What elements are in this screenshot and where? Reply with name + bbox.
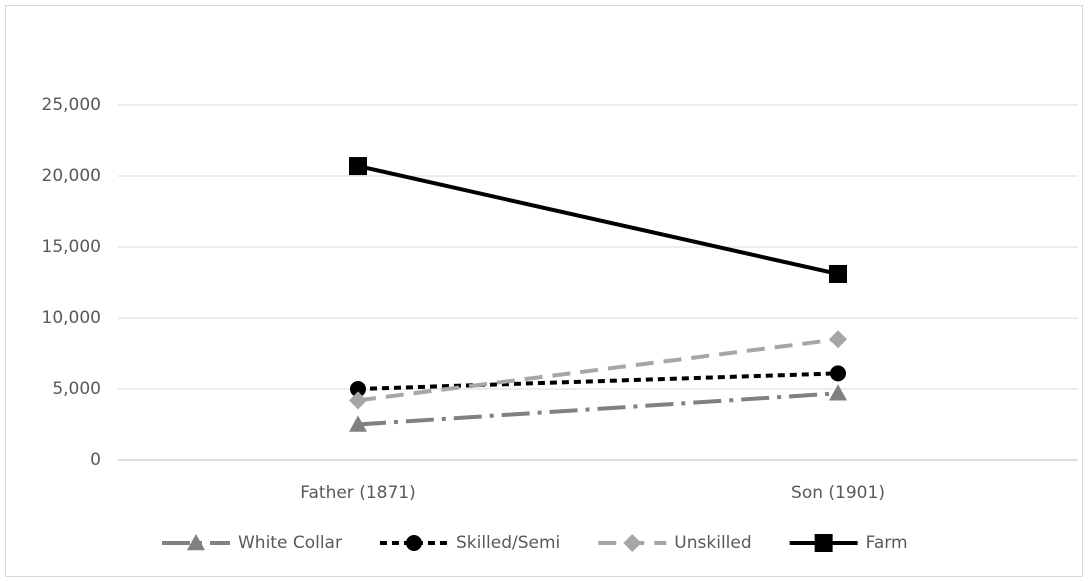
legend-marker — [623, 534, 642, 552]
marker — [349, 415, 367, 432]
legend-marker — [405, 535, 422, 551]
marker — [829, 384, 847, 401]
marker — [350, 381, 366, 397]
marker — [829, 330, 847, 349]
marker — [830, 365, 846, 382]
y-tick-label: 15,000 — [42, 237, 101, 257]
series-line — [357, 337, 839, 403]
chart-border — [5, 5, 1083, 577]
legend-label: Skilled/Semi — [456, 533, 560, 553]
series-line — [357, 371, 839, 391]
legend-label: Farm — [866, 533, 908, 553]
legend-marker — [814, 534, 833, 552]
series-line — [357, 391, 839, 427]
x-tick-label: Son (1901) — [791, 483, 885, 503]
y-tick-label: 25,000 — [42, 95, 101, 115]
legend-label: White Collar — [238, 533, 342, 553]
y-tick-label: 20,000 — [42, 166, 101, 186]
y-tick-label: 10,000 — [42, 308, 101, 328]
legend-marker — [187, 534, 205, 551]
marker — [349, 391, 367, 410]
y-tick-label: 0 — [90, 450, 101, 470]
series-line — [357, 164, 839, 276]
y-tick-label: 5,000 — [52, 379, 101, 399]
x-tick-label: Father (1871) — [300, 483, 415, 503]
marker — [349, 157, 367, 176]
marker — [829, 264, 847, 283]
legend-label: Unskilled — [674, 533, 751, 553]
